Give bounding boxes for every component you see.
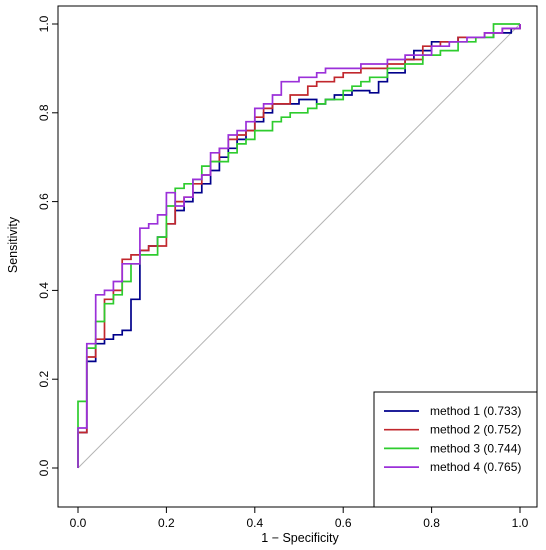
legend-label-method-4: method 4 (0.765) <box>430 460 521 474</box>
legend-label-method-1: method 1 (0.733) <box>430 404 521 418</box>
x-axis-title: 1 − Specificity <box>261 531 339 545</box>
x-tick-label: 0.0 <box>70 516 87 530</box>
x-tick-label: 0.6 <box>335 516 352 530</box>
x-tick-label: 0.8 <box>423 516 440 530</box>
y-tick-label: 1.0 <box>37 15 51 32</box>
x-tick-label: 0.4 <box>246 516 263 530</box>
y-tick-label: 0.4 <box>37 282 51 299</box>
y-tick-label: 0.2 <box>37 371 51 388</box>
y-tick-label: 0.0 <box>37 459 51 476</box>
x-tick-label: 1.0 <box>512 516 529 530</box>
legend-label-method-2: method 2 (0.752) <box>430 423 521 437</box>
legend-label-method-3: method 3 (0.744) <box>430 441 521 455</box>
y-tick-label: 0.8 <box>37 104 51 121</box>
y-axis-title: Sensitivity <box>6 216 20 273</box>
x-tick-label: 0.2 <box>158 516 175 530</box>
y-tick-label: 0.6 <box>37 193 51 210</box>
legend: method 1 (0.733) method 2 (0.752) method 3… <box>374 392 537 507</box>
